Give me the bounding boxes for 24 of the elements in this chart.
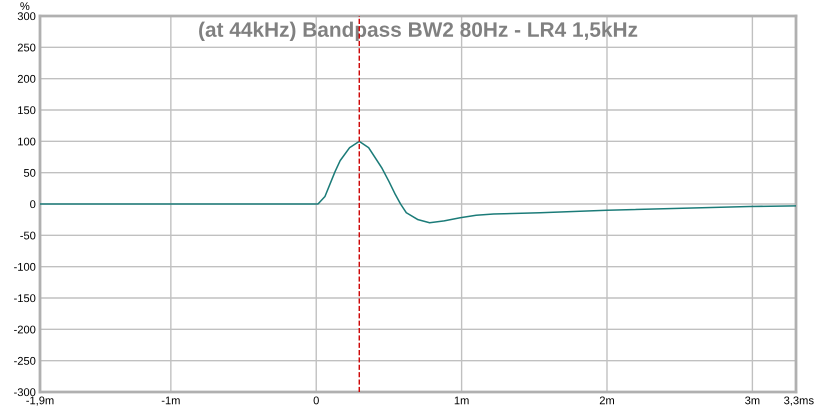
x-tick-label: 3m: [745, 396, 760, 404]
y-tick-label: -300: [14, 388, 36, 396]
y-tick-label: 50: [24, 168, 36, 177]
x-tick-label: 2m: [600, 396, 614, 404]
x-tick-label: -1m: [162, 396, 180, 404]
x-tick-label: 1m: [454, 396, 469, 404]
y-tick-label: -150: [14, 294, 36, 302]
y-tick-label: 150: [18, 106, 36, 114]
y-tick-label: -250: [14, 356, 36, 365]
y-tick-label: 200: [18, 74, 36, 83]
x-tick-label: -1,9m: [26, 396, 54, 406]
y-tick-label: 0: [30, 200, 36, 208]
y-tick-label: -200: [14, 326, 36, 334]
x-axis-title: s: [808, 398, 814, 404]
x-tick-label: 0: [314, 396, 319, 404]
chart-title: (at 44kHz) Bandpass BW2 80Hz - LR4 1,5kHz: [199, 22, 638, 42]
y-axis-title: %: [20, 2, 30, 10]
y-tick-label: 100: [18, 138, 36, 146]
y-tick-label: 250: [18, 44, 36, 52]
line-series: [40, 140, 796, 224]
y-tick-label: -50: [20, 232, 36, 240]
x-tick-label: 3,3m: [784, 396, 808, 406]
y-tick-label: 300: [18, 12, 36, 20]
y-tick-label: -100: [14, 262, 36, 271]
